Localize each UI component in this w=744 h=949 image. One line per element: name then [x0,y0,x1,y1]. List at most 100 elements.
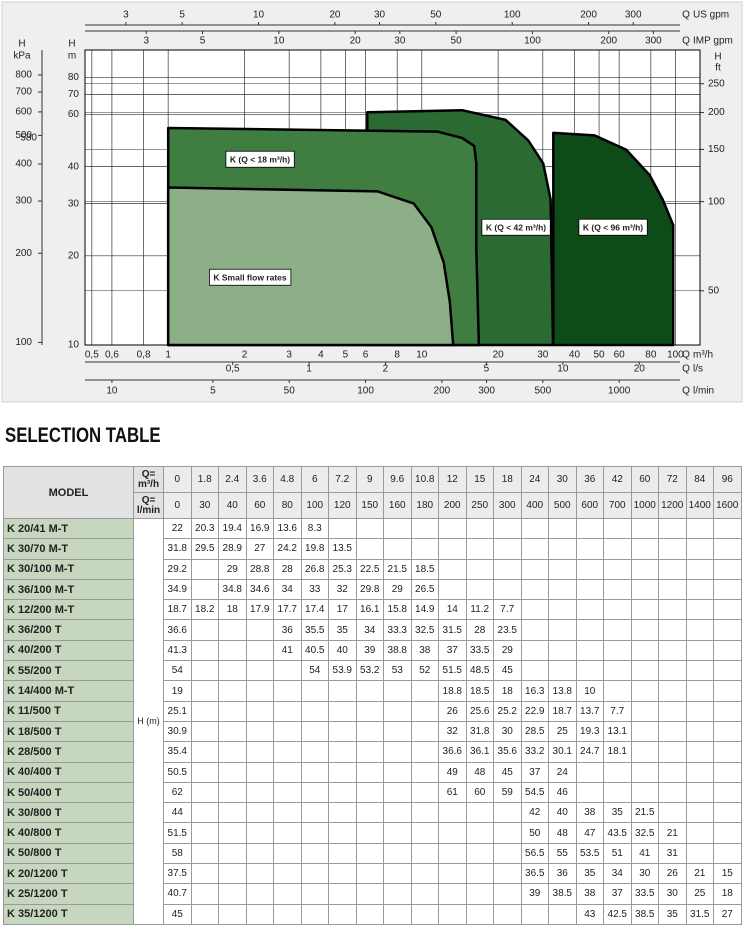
head-value: 43.5 [603,822,632,844]
head-value: 18.7 [163,599,192,621]
empty-cell [355,802,384,824]
empty-cell [575,660,604,682]
empty-cell [273,660,302,682]
tick-label: 30 [374,10,386,21]
empty-cell [410,761,439,783]
table-row: K 36/200 T 36.6 36 35.5 35 34 33.3 32.5 31.5 28 23… [3,619,742,641]
axis-symbol: H [18,39,25,50]
empty-cell [218,660,247,682]
x-axis-symbol: Q [682,350,690,361]
y-tick-label: 80 [68,72,80,83]
empty-cell [493,863,522,885]
head-value: 11.2 [465,599,494,621]
tick-label: 100 [504,10,521,21]
empty-cell [383,842,412,865]
head-value: 36.6 [163,619,192,641]
table-row: K 50/800 T 58 56.5 55 53.5 51 41 31 [3,842,742,865]
head-value: 52 [410,660,439,682]
empty-cell [328,517,357,540]
head-value: 16.1 [355,599,384,621]
empty-cell [493,903,522,925]
empty-cell [520,517,549,540]
head-value: 41 [630,842,659,865]
tick-label: 10 [273,36,285,47]
empty-cell [190,802,219,824]
head-value: 19.8 [300,538,329,560]
header-row: MODEL Q= m³/h 0 1.8 2.4 3.6 4.8 6 7.2 9 9.6 10.8 12 1… [3,466,742,519]
empty-cell [300,822,329,844]
model-name: K 20/41 M-T [3,517,134,540]
table-row: K 30/800 T 44 42 40 38 35 21.5 [3,802,742,824]
head-value: 21 [658,822,687,844]
empty-cell [685,781,714,804]
head-value: 29.5 [190,538,219,560]
head-value: 30.9 [163,720,192,743]
head-value: 19 [163,680,192,702]
head-value: 28 [273,558,302,580]
empty-cell [355,680,384,702]
head-value: 31.8 [465,720,494,743]
head-value: 38 [575,883,604,905]
empty-cell [273,883,302,905]
head-value: 56.5 [520,842,549,865]
empty-cell [493,517,522,540]
empty-cell [328,863,357,885]
empty-cell [190,660,219,682]
empty-cell [520,619,549,641]
empty-cell [410,781,439,804]
empty-cell [630,558,659,580]
empty-cell [658,700,687,722]
head-value: 36.1 [465,741,494,763]
empty-cell [685,538,714,560]
head-value: 18 [493,680,522,702]
head-value: 53.5 [575,842,604,865]
flow-header: 7.2 [328,466,357,493]
empty-cell [218,883,247,905]
head-value: 33 [300,578,329,601]
head-value: 22.9 [520,700,549,722]
empty-cell [685,720,714,743]
flow-header: 400 [520,492,549,519]
empty-cell [520,599,549,621]
flow-header: 120 [328,492,357,519]
flow-header: 6 [300,466,329,493]
head-value: 51.5 [163,822,192,844]
empty-cell [273,863,302,885]
empty-cell [273,680,302,702]
flow-header: 9.6 [383,466,412,493]
empty-cell [658,781,687,804]
empty-cell [630,599,659,621]
empty-cell [713,619,742,641]
empty-cell [603,578,632,601]
empty-cell [245,720,274,743]
empty-cell [603,660,632,682]
head-value: 18.2 [190,599,219,621]
head-value: 26 [658,863,687,885]
empty-cell [465,802,494,824]
table-row: K 20/1200 T 37.5 36.5 36 35 34 30 26 21 15 [3,863,742,885]
empty-cell [465,558,494,580]
head-value: 42.5 [603,903,632,925]
head-value: 33.2 [520,741,549,763]
flow-unit-header: Q= l/min [133,492,164,519]
head-value: 34 [355,619,384,641]
x-tick-label: 60 [614,350,626,361]
tick-label: 700 [15,87,32,98]
empty-cell [575,761,604,783]
empty-cell [218,903,247,925]
empty-cell [273,822,302,844]
legend-box [225,150,295,168]
head-value: 26.8 [300,558,329,580]
model-name: K 36/200 T [3,619,134,641]
empty-cell [410,863,439,885]
empty-cell [355,538,384,560]
empty-cell [658,517,687,540]
empty-cell [575,599,604,621]
head-value: 46 [548,781,577,804]
head-value: 58 [163,842,192,865]
legend-label: K (Q < 42 m³/h) [486,222,546,232]
empty-cell [218,619,247,641]
empty-cell [685,660,714,682]
head-value: 23.5 [493,619,522,641]
